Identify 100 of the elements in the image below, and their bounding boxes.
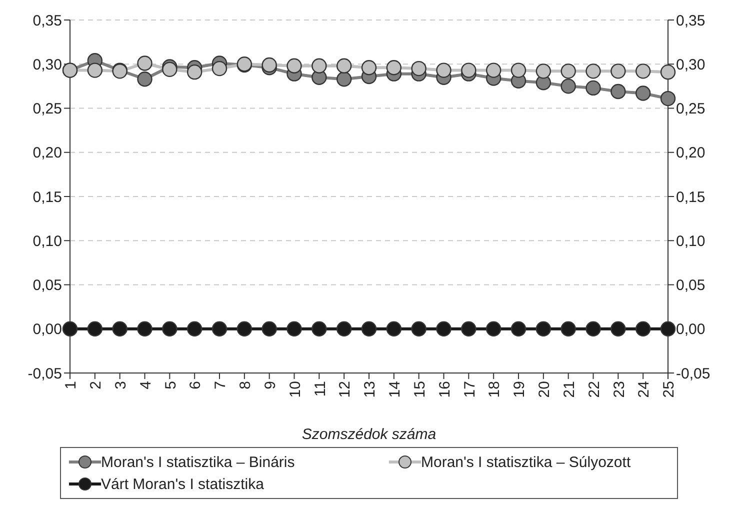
point (536, 64, 552, 79)
point (586, 64, 601, 79)
x-tick-label: 23 (610, 381, 628, 398)
x-tick-label: 7 (212, 381, 230, 390)
x-tick-label: 5 (162, 381, 180, 390)
point (386, 60, 402, 76)
x-tick-label: 10 (286, 381, 304, 398)
legend-label: Moran's I statisztika – Bináris (101, 454, 295, 470)
x-tick-label: 8 (237, 381, 254, 390)
x-tick-label: 21 (560, 381, 578, 398)
x-axis-title: Szomszédok száma (302, 426, 436, 443)
y-tick-label: 0,25 (32, 100, 62, 118)
y2-tick-label: 0,05 (676, 277, 706, 294)
y-tick-label: -0,05 (28, 365, 62, 382)
point (262, 57, 277, 73)
y-tick-label: 0,05 (32, 277, 62, 294)
point (361, 321, 377, 336)
point (560, 321, 576, 336)
y2-tick-label: 0,20 (676, 144, 706, 162)
point (87, 321, 103, 336)
point (137, 321, 152, 336)
x-tick-label: 13 (362, 381, 379, 398)
point (610, 321, 626, 336)
point (336, 321, 352, 336)
point (361, 60, 377, 76)
x-tick-label: 12 (336, 381, 354, 398)
point (486, 62, 502, 78)
x-tick-label: 20 (536, 381, 554, 398)
point (112, 321, 128, 336)
point (510, 62, 526, 78)
x-tick-label: 3 (112, 381, 130, 390)
y2-tick-label: 0,00 (676, 321, 706, 338)
point (660, 64, 676, 80)
point (236, 321, 252, 336)
point (186, 64, 202, 80)
x-tick-label: 4 (137, 381, 154, 390)
y2-tick-label: 0,25 (676, 100, 706, 118)
x-tick-label: 14 (386, 381, 404, 398)
y-tick-label: 0,15 (32, 188, 62, 206)
point (411, 321, 426, 336)
x-tick-label: 17 (461, 381, 478, 398)
x-tick-label: 2 (88, 381, 105, 390)
y2-tick-label: 0,35 (676, 12, 706, 30)
point (286, 321, 302, 336)
point (286, 58, 302, 74)
point (312, 58, 327, 74)
y2-tick-label: 0,30 (676, 56, 706, 74)
legend-label: Moran's I statisztika – Súlyozott (421, 454, 631, 470)
point (62, 321, 78, 336)
y2-tick-label: 0,15 (676, 188, 706, 206)
point (162, 321, 178, 336)
point (610, 84, 626, 100)
point (560, 64, 576, 79)
point (610, 64, 626, 79)
point (461, 62, 476, 78)
point (137, 72, 152, 87)
x-tick-label: 9 (262, 381, 279, 390)
legend-label: Várt Moran's I statisztika (101, 476, 264, 492)
x-tick-label: 18 (486, 381, 504, 398)
point (461, 321, 476, 336)
point (486, 321, 502, 336)
x-tick-label: 6 (187, 381, 204, 390)
point (635, 321, 651, 336)
x-tick-label: 19 (511, 381, 528, 398)
point (87, 62, 103, 78)
point (336, 58, 352, 74)
x-tick-label: 11 (312, 381, 329, 397)
point (386, 321, 402, 336)
point (660, 90, 676, 106)
point (436, 62, 452, 78)
x-tick-label: 1 (62, 381, 80, 390)
point (510, 321, 526, 336)
x-tick-label: 25 (660, 381, 678, 398)
point (586, 80, 601, 96)
y2-tick-label: -0,05 (676, 365, 710, 382)
point (536, 321, 552, 336)
point (411, 60, 426, 76)
point (186, 321, 202, 336)
point (560, 78, 576, 94)
point (212, 60, 228, 76)
point (312, 321, 327, 336)
y-tick-label: 0,10 (32, 232, 62, 250)
y2-tick-label: 0,10 (676, 232, 706, 250)
point (586, 321, 601, 336)
y-tick-label: 0,30 (32, 56, 62, 74)
y-tick-label: 0,35 (32, 12, 62, 30)
point (162, 62, 178, 78)
point (262, 321, 277, 336)
y-tick-label: 0,00 (32, 321, 62, 338)
point (660, 321, 676, 336)
x-tick-label: 16 (436, 381, 454, 398)
y-tick-label: 0,20 (32, 144, 62, 162)
x-tick-label: 22 (586, 381, 603, 398)
point (137, 56, 152, 71)
point (635, 64, 651, 79)
x-tick-label: 15 (411, 381, 428, 398)
point (212, 321, 228, 336)
point (436, 321, 452, 336)
x-tick-label: 24 (636, 381, 653, 398)
point (336, 72, 352, 87)
